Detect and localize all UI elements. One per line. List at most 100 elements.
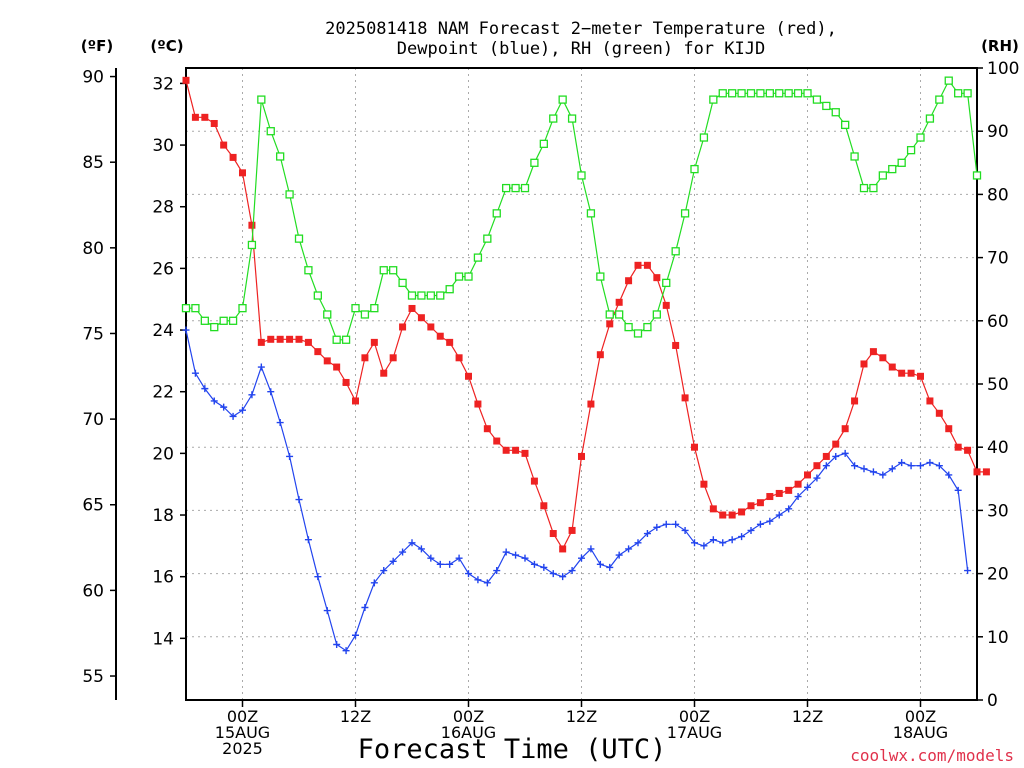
fahrenheit-tick-label: 55 bbox=[82, 667, 104, 687]
dewpoint-point bbox=[191, 369, 199, 377]
temperature-point bbox=[596, 351, 604, 359]
temperature-point bbox=[455, 354, 463, 362]
dewpoint-point bbox=[860, 465, 868, 473]
rh-point bbox=[605, 310, 614, 319]
dewpoint-point bbox=[578, 554, 585, 562]
rh-point bbox=[916, 133, 925, 142]
temperature-point bbox=[201, 113, 209, 121]
rh-tick-label: 50 bbox=[987, 375, 1009, 395]
temperature-point bbox=[625, 277, 633, 285]
temperature-point bbox=[681, 394, 689, 402]
fahrenheit-tick-label: 70 bbox=[82, 410, 104, 430]
dewpoint-point bbox=[832, 452, 840, 460]
rh-point bbox=[662, 278, 671, 288]
rh-point bbox=[483, 234, 492, 243]
credit-text: coolwx.com/models bbox=[850, 746, 1014, 765]
rh-point bbox=[831, 108, 840, 117]
dewpoint-point bbox=[653, 523, 661, 531]
dewpoint-point bbox=[954, 486, 962, 494]
temperature-point bbox=[239, 169, 246, 177]
celsius-tick-label: 26 bbox=[152, 259, 174, 279]
temperature-point bbox=[766, 493, 774, 501]
temperature-point bbox=[389, 354, 397, 362]
celsius-tick-label: 16 bbox=[152, 568, 174, 588]
temperature-point bbox=[427, 323, 435, 331]
temperature-point bbox=[691, 443, 698, 451]
dewpoint-point bbox=[804, 483, 811, 491]
dewpoint-point bbox=[945, 471, 953, 479]
temperature-point bbox=[474, 400, 482, 408]
dewpoint-point bbox=[182, 326, 190, 334]
temperature-point bbox=[804, 471, 811, 479]
celsius-tick-label: 22 bbox=[152, 383, 174, 403]
rh-tick-label: 10 bbox=[987, 628, 1009, 648]
dewpoint-point bbox=[483, 579, 491, 587]
temperature-line bbox=[185, 80, 987, 551]
temperature-point bbox=[408, 304, 416, 312]
temperature-point bbox=[954, 443, 962, 451]
temperature-point bbox=[860, 360, 868, 368]
rh-point bbox=[511, 183, 520, 193]
dewpoint-point bbox=[587, 545, 595, 553]
rh-point bbox=[728, 89, 737, 98]
temperature-point bbox=[794, 480, 802, 488]
rh-point bbox=[502, 183, 511, 193]
rh-point bbox=[925, 114, 935, 123]
dewpoint-point bbox=[417, 545, 425, 553]
x-tick-label: 12Z bbox=[340, 707, 371, 726]
rh-point bbox=[539, 139, 548, 148]
temperature-point bbox=[502, 446, 510, 454]
rh-line bbox=[186, 79, 978, 341]
rh-point bbox=[304, 266, 313, 275]
rh-point bbox=[737, 89, 746, 98]
dewpoint-point bbox=[295, 496, 303, 504]
dewpoint-point bbox=[879, 471, 887, 479]
rh-tick-label: 90 bbox=[987, 122, 1009, 142]
rh-point bbox=[944, 76, 953, 85]
temperature-point bbox=[907, 369, 915, 377]
series-temperature bbox=[182, 76, 990, 553]
rh-point bbox=[285, 190, 294, 199]
rh-point bbox=[323, 310, 332, 319]
x-tick-label: 15AUG bbox=[215, 723, 270, 742]
dewpoint-point bbox=[681, 526, 689, 534]
rh-point bbox=[709, 95, 718, 104]
dewpoint-point bbox=[352, 631, 359, 639]
x-axis-label: Forecast Time (UTC) bbox=[358, 734, 667, 765]
temperature-point bbox=[587, 400, 595, 408]
x-tick-label: 12Z bbox=[566, 707, 597, 726]
temperature-point bbox=[380, 369, 388, 377]
data-series bbox=[181, 76, 990, 655]
series-dewpoint bbox=[182, 326, 972, 655]
rh-point bbox=[436, 291, 445, 300]
dewpoint-point bbox=[851, 462, 859, 470]
dewpoint-point bbox=[455, 554, 463, 562]
rh-point bbox=[963, 89, 972, 98]
rh-point bbox=[775, 89, 784, 98]
rh-point bbox=[671, 247, 680, 256]
temperature-point bbox=[540, 502, 548, 510]
x-tick-label: 2025 bbox=[222, 739, 263, 758]
temperature-point bbox=[926, 397, 934, 405]
fahrenheit-tick-label: 90 bbox=[82, 68, 104, 88]
dewpoint-point bbox=[474, 576, 482, 584]
temperature-point bbox=[935, 409, 943, 417]
dewpoint-point bbox=[389, 557, 397, 565]
dewpoint-point bbox=[841, 449, 849, 457]
rh-point bbox=[690, 164, 699, 174]
temperature-point bbox=[851, 397, 859, 405]
temperature-point bbox=[549, 530, 557, 538]
dewpoint-point bbox=[917, 462, 924, 470]
temperature-point bbox=[945, 425, 953, 433]
rh-point bbox=[294, 234, 304, 243]
temperature-point bbox=[672, 341, 680, 349]
temperature-point bbox=[615, 298, 623, 306]
dewpoint-point bbox=[606, 563, 614, 571]
dewpoint-point bbox=[756, 520, 764, 528]
dewpoint-point bbox=[314, 573, 322, 581]
temperature-point bbox=[512, 446, 520, 454]
temperature-point bbox=[286, 335, 294, 343]
rh-point bbox=[888, 164, 897, 174]
fahrenheit-tick-label: 65 bbox=[82, 496, 104, 516]
temperature-point bbox=[559, 545, 567, 553]
